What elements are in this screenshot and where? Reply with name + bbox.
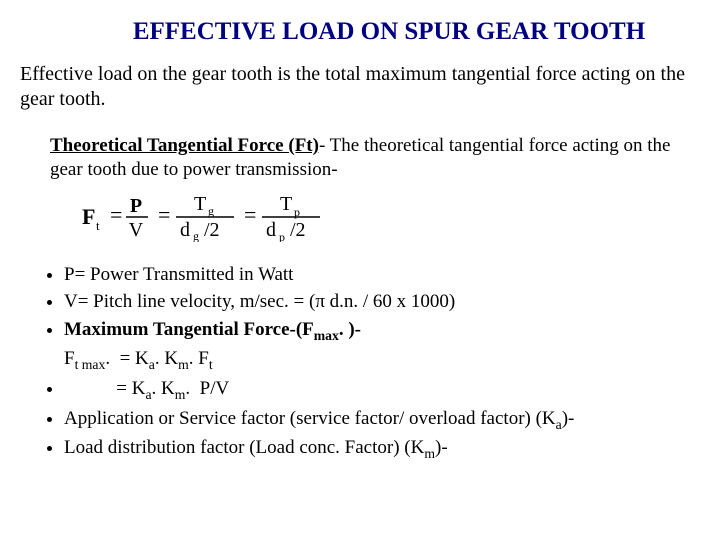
svg-text:t: t bbox=[96, 218, 100, 233]
slide: EFFECTIVE LOAD ON SPUR GEAR TOOTH Effect… bbox=[0, 0, 720, 484]
svg-text:=: = bbox=[244, 202, 256, 227]
list-item: Load distribution factor (Load conc. Fac… bbox=[64, 434, 700, 464]
theoretical-force-section: Theoretical Tangential Force (Ft)- The t… bbox=[50, 134, 700, 182]
svg-text:F: F bbox=[82, 204, 95, 229]
list-item: Maximum Tangential Force-(Fmax. )-Ft max… bbox=[64, 316, 700, 375]
list-item: Application or Service factor (service f… bbox=[64, 405, 700, 435]
svg-text:d: d bbox=[266, 219, 276, 241]
svg-text:T: T bbox=[194, 193, 206, 215]
svg-text:T: T bbox=[280, 193, 292, 215]
svg-text:/2: /2 bbox=[204, 219, 220, 241]
intro-text: Effective load on the gear tooth is the … bbox=[20, 62, 700, 112]
list-item: = Ka. Km. P/V bbox=[64, 375, 700, 405]
svg-text:p: p bbox=[279, 230, 285, 242]
bullet-list: P= Power Transmitted in Watt V= Pitch li… bbox=[42, 261, 700, 464]
svg-text:/2: /2 bbox=[290, 219, 306, 241]
svg-text:g: g bbox=[193, 229, 199, 242]
svg-text:d: d bbox=[180, 219, 190, 241]
formula: F t = P V = T g d g /2 = T p d p /2 bbox=[82, 192, 700, 247]
list-item: P= Power Transmitted in Watt bbox=[64, 261, 700, 289]
svg-text:=: = bbox=[158, 202, 170, 227]
page-title: EFFECTIVE LOAD ON SPUR GEAR TOOTH bbox=[78, 18, 700, 46]
svg-text:=: = bbox=[110, 202, 122, 227]
list-item: V= Pitch line velocity, m/sec. = (π d.n.… bbox=[64, 288, 700, 316]
svg-text:g: g bbox=[208, 204, 214, 218]
svg-text:V: V bbox=[129, 219, 144, 241]
svg-text:P: P bbox=[130, 195, 142, 217]
section-label: Theoretical Tangential Force (Ft) bbox=[50, 135, 319, 156]
